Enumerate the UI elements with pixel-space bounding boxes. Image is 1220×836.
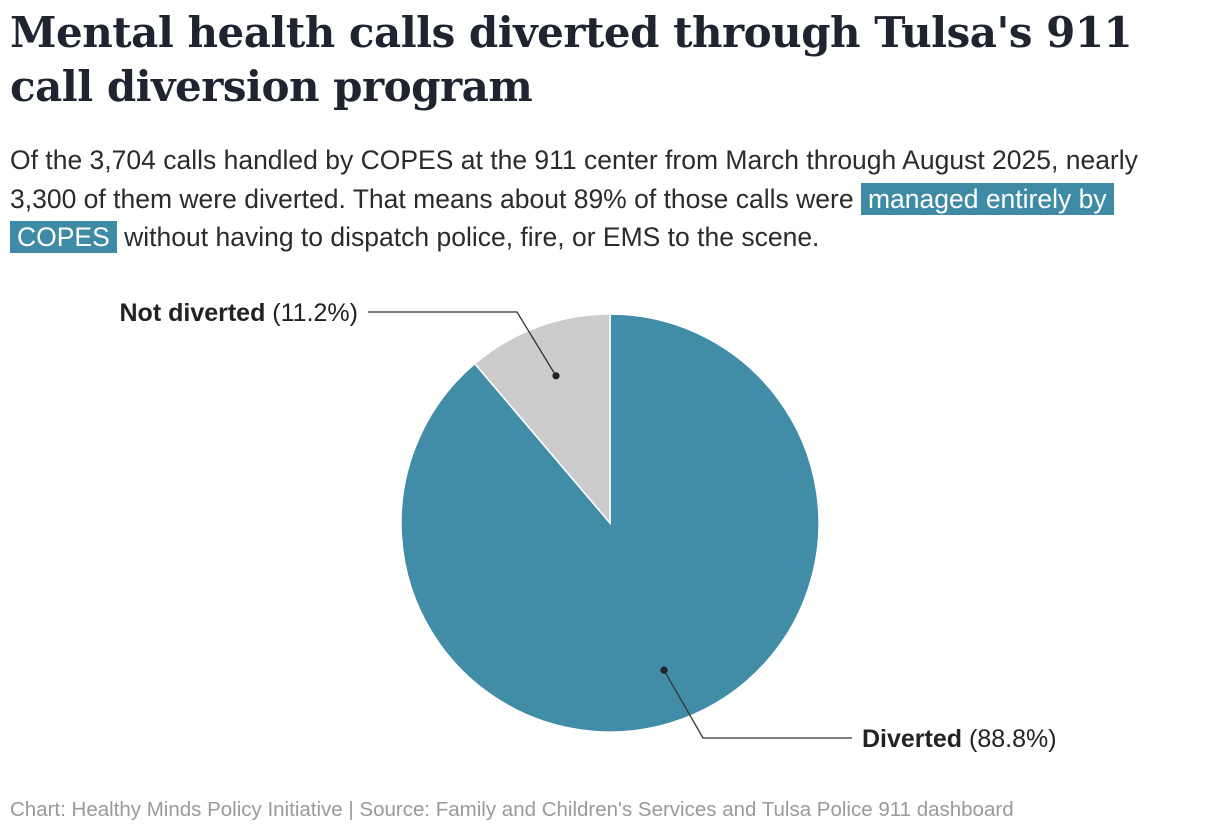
leader-dot-not-diverted bbox=[552, 372, 560, 380]
slice-annotations: Diverted (88.8%) Not diverted (11.2%) bbox=[120, 299, 1057, 753]
slice-label-name: Diverted bbox=[862, 725, 962, 753]
chart-title: Mental health calls diverted through Tul… bbox=[10, 8, 1133, 111]
chart-footer: Chart: Healthy Minds Policy Initiative |… bbox=[10, 798, 1014, 821]
slice-label-not-diverted: Not diverted (11.2%) bbox=[120, 299, 359, 327]
leader-line-diverted bbox=[663, 669, 852, 739]
chart-subtitle: Of the 3,704 calls handled by COPES at t… bbox=[10, 141, 1210, 257]
slice-label-percent: (88.8%) bbox=[962, 725, 1056, 753]
slice-label-diverted: Diverted (88.8%) bbox=[862, 725, 1057, 753]
pie-slice-diverted bbox=[400, 313, 820, 733]
subtitle-text-part1: Of the 3,704 calls handled by COPES at t… bbox=[10, 145, 1138, 214]
leader-dot-diverted bbox=[660, 666, 668, 674]
pie-slices bbox=[400, 313, 820, 733]
leader-line-not-diverted bbox=[368, 311, 557, 377]
slice-label-percent: (11.2%) bbox=[265, 299, 358, 327]
subtitle-text-part2: without having to dispatch police, fire,… bbox=[124, 222, 820, 252]
pie-slice-not-diverted bbox=[473, 313, 611, 526]
slice-label-name: Not diverted bbox=[120, 299, 266, 327]
